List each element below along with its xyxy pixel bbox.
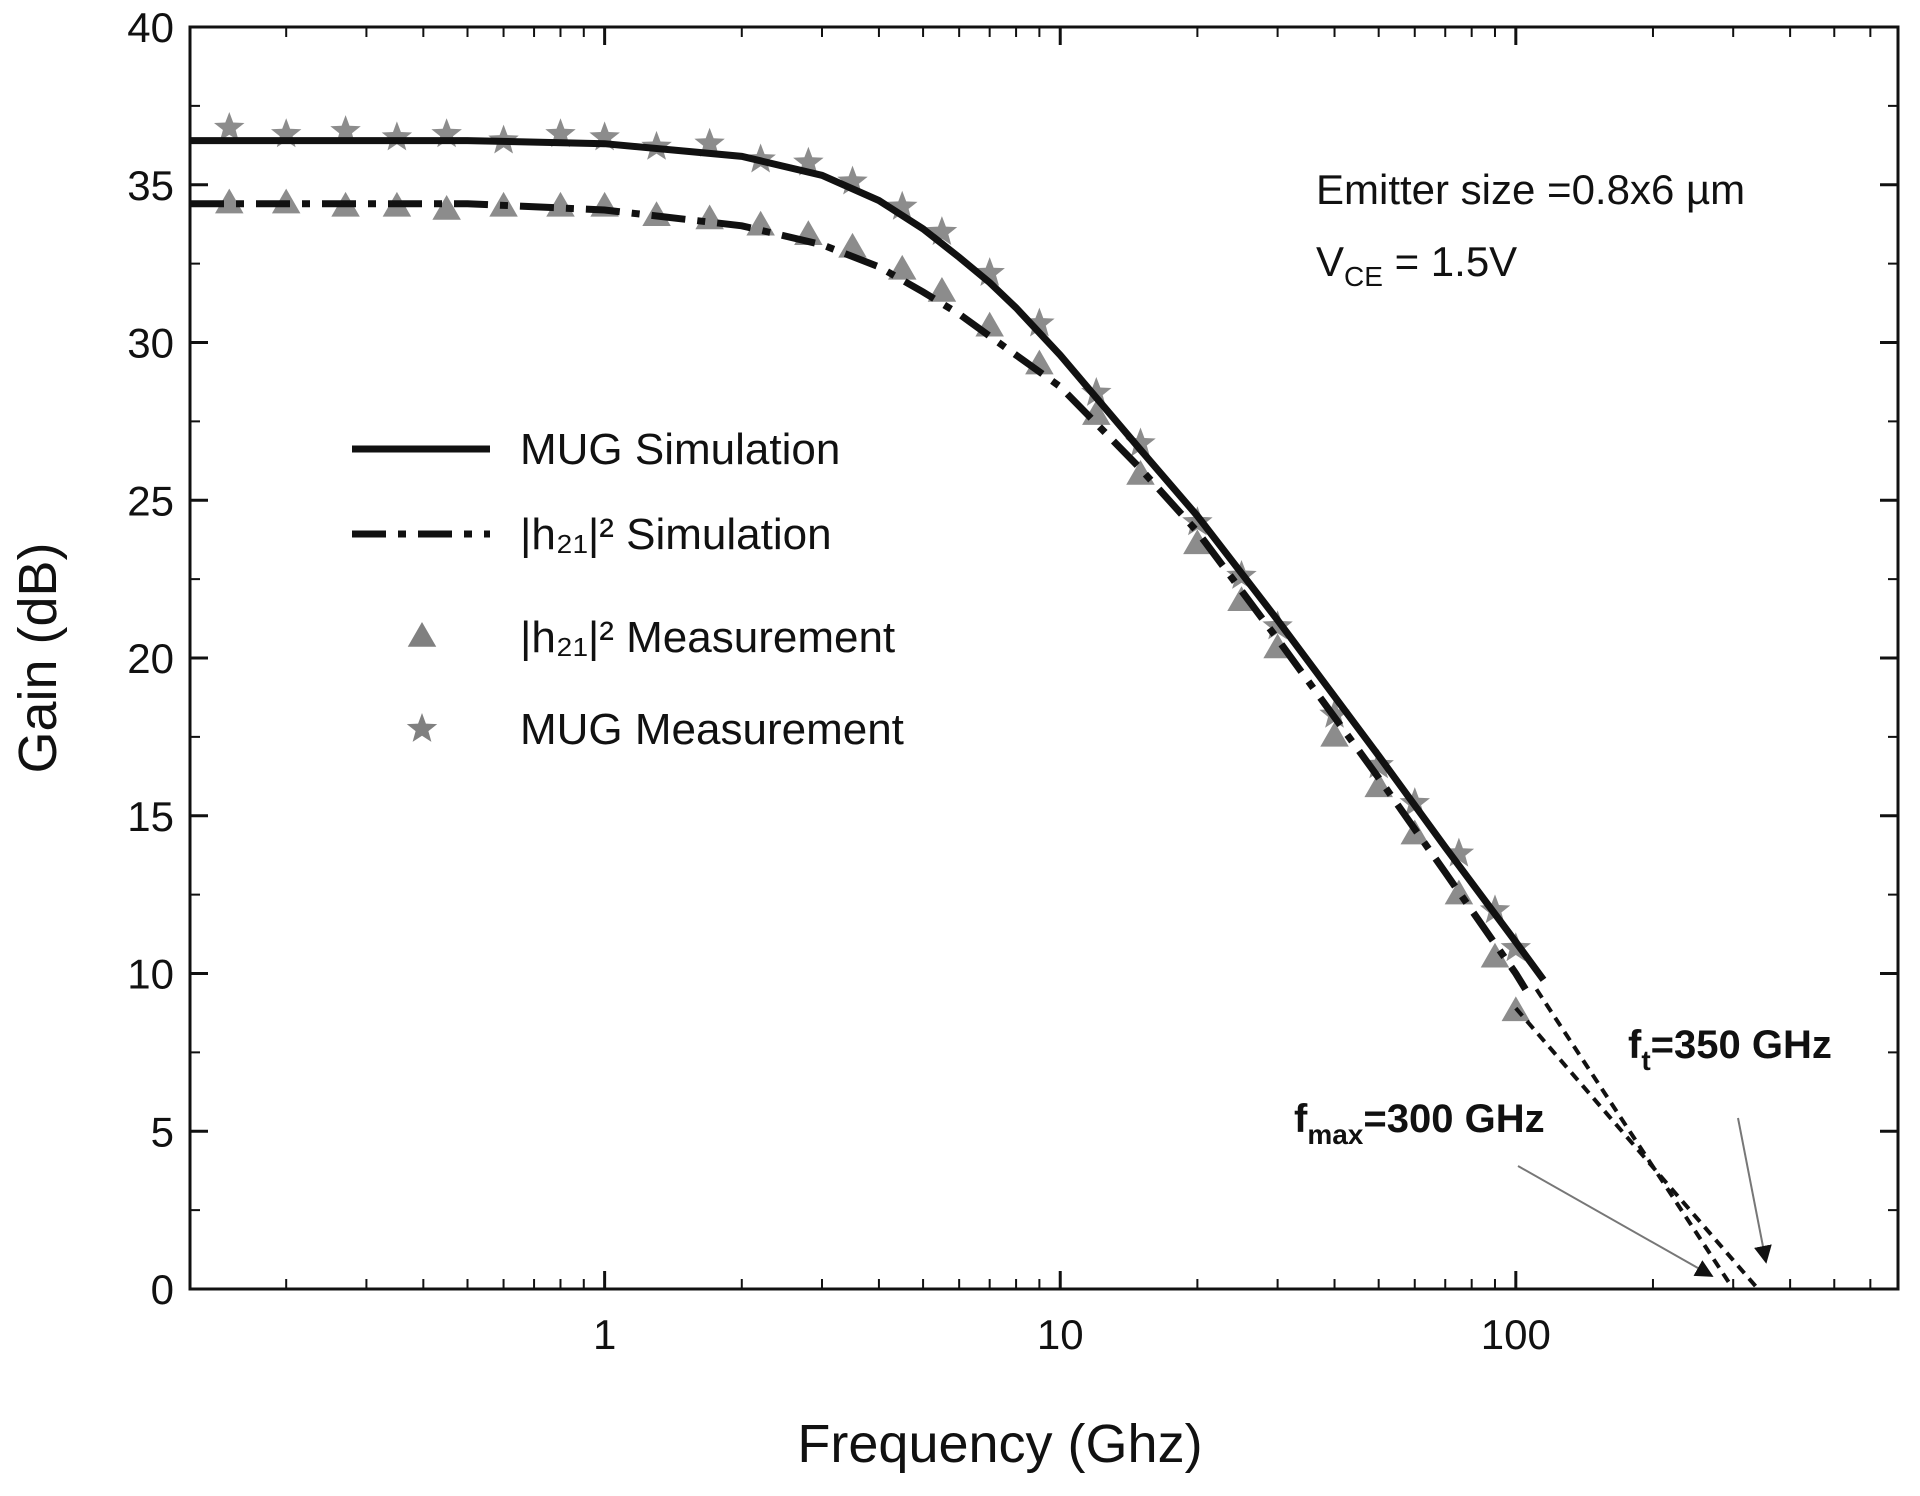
y-axis-title: Gain (dB) (8, 542, 68, 773)
star-marker (1081, 377, 1112, 406)
x-tick-label: 100 (1481, 1311, 1551, 1358)
star-marker (271, 118, 302, 148)
y-tick-label: 10 (127, 951, 174, 998)
triangle-marker (215, 188, 244, 214)
triangle-marker (1183, 529, 1212, 555)
fmax-rest: =300 GHz (1363, 1097, 1544, 1141)
ft-rest: =350 GHz (1651, 1023, 1832, 1067)
y-tick-label: 15 (127, 793, 174, 840)
vce-sub: CE (1344, 261, 1383, 292)
legend-label: MUG Simulation (520, 425, 840, 474)
legend-label: |h₂₁|² Simulation (520, 510, 832, 559)
y-tick-label: 0 (151, 1266, 174, 1313)
extrapolation-line (1514, 1006, 1760, 1291)
y-tick-label: 35 (127, 162, 174, 209)
star-marker (694, 127, 725, 157)
triangle-marker (432, 194, 461, 220)
fmax-arrow (1517, 1165, 1714, 1277)
x-tick-label: 1 (593, 1311, 616, 1358)
y-tick-label: 40 (127, 4, 174, 51)
y-tick-label: 30 (127, 320, 174, 367)
fmax-sub: max (1307, 1119, 1363, 1150)
y-tick-label: 20 (127, 635, 174, 682)
star-marker (1024, 307, 1055, 337)
y-tick-label: 25 (127, 477, 174, 524)
ft-main: f (1628, 1023, 1642, 1067)
annotation-ft: ft=350 GHz (1628, 1023, 1832, 1076)
star-marker (837, 165, 868, 195)
triangle-marker (1480, 942, 1510, 968)
star-marker (330, 115, 361, 145)
x-axis-title: Frequency (Ghz) (797, 1414, 1202, 1474)
fmax-main: f (1294, 1097, 1308, 1141)
triangle-marker (746, 210, 775, 236)
annotation-fmax: fmax=300 GHz (1294, 1097, 1545, 1150)
legend-swatch (407, 622, 437, 647)
ft-sub: t (1641, 1045, 1650, 1076)
star-marker (431, 118, 462, 148)
star-marker (545, 118, 576, 148)
annotation-emitter: Emitter size =0.8x6 µm (1316, 166, 1745, 213)
star-marker (974, 257, 1005, 286)
triangle-marker (838, 232, 867, 258)
vce-rest: = 1.5V (1383, 238, 1517, 285)
star-marker (887, 190, 918, 220)
star-marker (1125, 427, 1156, 457)
star-marker (793, 146, 824, 176)
ft-arrow (1737, 1117, 1772, 1264)
legend-label: |h₂₁|² Measurement (520, 613, 895, 662)
x-tick-label: 10 (1037, 1311, 1084, 1358)
annotation-vce: VCE = 1.5V (1316, 238, 1517, 292)
star-marker (214, 112, 245, 141)
star-marker (1443, 837, 1475, 867)
legend-swatch (406, 713, 438, 742)
y-tick-label: 5 (151, 1108, 174, 1155)
vce-main: V (1316, 238, 1344, 285)
series-line (190, 200, 1529, 992)
extrapolation-line (1534, 988, 1735, 1291)
star-marker (926, 216, 958, 245)
star-marker (589, 121, 620, 151)
star-marker (1363, 749, 1394, 779)
triangle-marker (1320, 721, 1349, 747)
series-line (190, 137, 1547, 982)
legend-label: MUG Measurement (520, 705, 904, 754)
star-marker (381, 121, 413, 151)
